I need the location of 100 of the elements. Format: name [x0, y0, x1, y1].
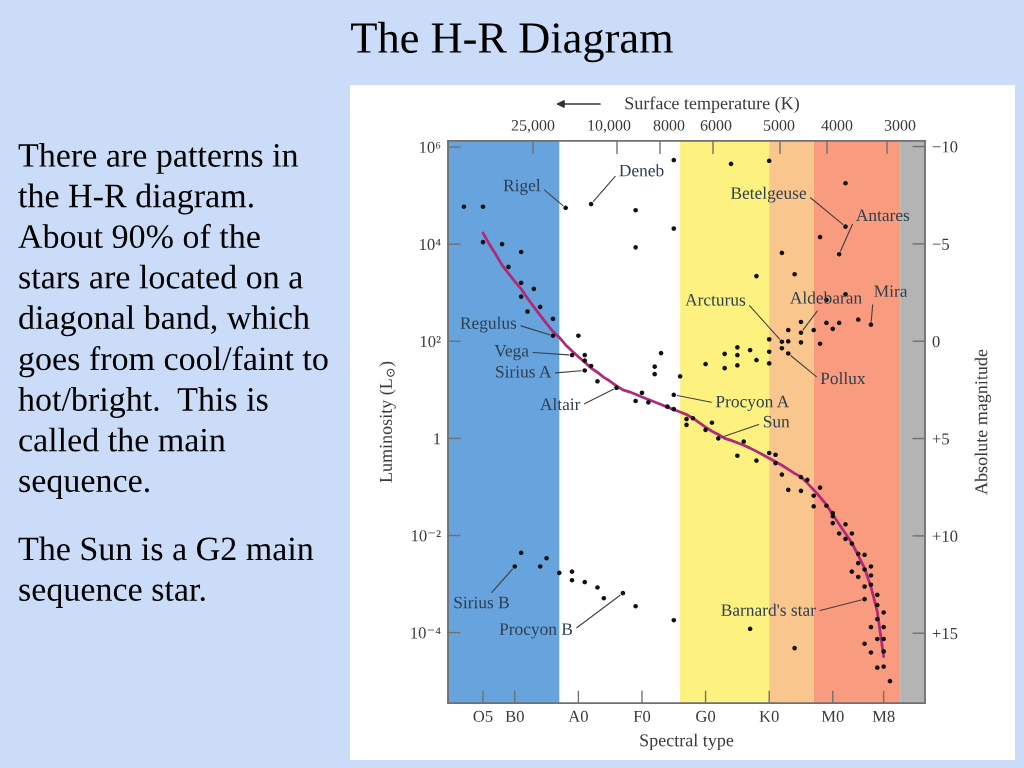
y-tick-label: 10⁶	[420, 141, 441, 153]
point	[588, 201, 594, 207]
point	[499, 241, 505, 247]
point	[658, 350, 664, 356]
text: 25,000	[511, 119, 555, 134]
point	[798, 330, 804, 336]
point	[735, 453, 740, 458]
point	[506, 264, 511, 270]
series-label: Regulus	[460, 316, 517, 333]
text: Deneb	[619, 164, 664, 177]
point	[868, 573, 874, 578]
point	[798, 474, 804, 480]
point	[569, 577, 575, 583]
y-axis-title: Luminosity (L$_{⊙}$)	[379, 361, 396, 483]
point	[652, 371, 657, 377]
point	[785, 351, 791, 356]
point	[881, 610, 886, 615]
point	[633, 245, 638, 250]
y-tick-label: 10⁻⁴	[411, 627, 441, 639]
series-label: Rigel	[503, 179, 541, 195]
point	[652, 364, 657, 369]
x-tick-label: M8	[872, 710, 895, 722]
point	[766, 450, 772, 456]
point	[862, 567, 867, 572]
y-tick-label: 10²	[420, 335, 441, 348]
point	[633, 603, 638, 609]
point	[868, 322, 874, 327]
point	[569, 352, 575, 358]
series-label: Sirius B	[454, 596, 509, 609]
point	[792, 271, 797, 277]
point	[735, 345, 740, 350]
y2-tick-label: −10	[932, 141, 958, 153]
point	[868, 650, 874, 655]
point	[868, 582, 874, 587]
point	[722, 365, 727, 371]
point	[620, 590, 626, 596]
point	[881, 664, 886, 669]
x-tick-label: G0	[696, 710, 716, 722]
point	[557, 570, 562, 576]
point	[868, 564, 874, 569]
text: 4000	[821, 119, 853, 131]
point	[671, 226, 677, 231]
point	[588, 363, 594, 369]
point	[862, 596, 867, 602]
point	[887, 678, 893, 684]
point	[512, 564, 518, 569]
point	[868, 624, 874, 630]
point	[684, 422, 689, 428]
y2-axis-title: Absolute magnitude	[974, 349, 992, 495]
point	[843, 180, 848, 186]
point	[817, 234, 823, 240]
point	[722, 351, 727, 357]
point	[855, 317, 861, 322]
point	[741, 439, 747, 444]
point	[811, 503, 816, 509]
text: There are patterns in the H-R diagram. About 90% of the stars are located on a diagonal band, which goes from cool/faint to hot/bright. This is called the main sequence.	[18, 143, 328, 500]
point	[544, 555, 549, 561]
point	[843, 224, 848, 229]
x-tick-label: A0	[568, 710, 588, 722]
point	[862, 584, 867, 589]
point	[595, 585, 600, 590]
point	[798, 340, 804, 345]
point	[779, 339, 785, 344]
point	[747, 347, 753, 353]
y2-tick-label: +5	[932, 433, 950, 445]
point	[537, 564, 543, 569]
point	[811, 327, 816, 333]
y-tick-label: 10⁴	[420, 238, 441, 251]
text: 8000	[653, 119, 685, 131]
chart-title: The H-R Diagram	[351, 21, 673, 63]
text: Vega	[494, 345, 529, 361]
point	[633, 207, 638, 213]
point	[525, 309, 530, 314]
y-tick-label: 1	[434, 433, 441, 445]
point	[881, 636, 886, 642]
point	[849, 531, 855, 536]
x-tick-label: B0	[505, 710, 524, 722]
text: 5000	[763, 119, 795, 131]
point	[843, 522, 848, 527]
point	[875, 665, 880, 670]
x-axis-title: Spectral type	[640, 733, 734, 751]
point	[811, 493, 816, 498]
x-tick-label: M0	[821, 710, 844, 722]
point	[518, 249, 524, 255]
point	[798, 319, 804, 325]
point	[716, 436, 721, 441]
point	[728, 161, 734, 167]
point	[563, 205, 568, 211]
text: Arcturus	[685, 294, 746, 306]
series-label: Aldebaran	[790, 291, 862, 304]
point	[735, 352, 740, 358]
y2-tick-label: 0	[932, 335, 940, 348]
point	[773, 452, 778, 458]
point	[824, 320, 829, 326]
text: The Sun is a G2 main sequence star.	[18, 536, 314, 608]
point	[824, 503, 829, 509]
y2-tick-label: +10	[932, 530, 958, 542]
point	[862, 552, 867, 558]
point	[836, 531, 842, 536]
point	[703, 427, 708, 433]
